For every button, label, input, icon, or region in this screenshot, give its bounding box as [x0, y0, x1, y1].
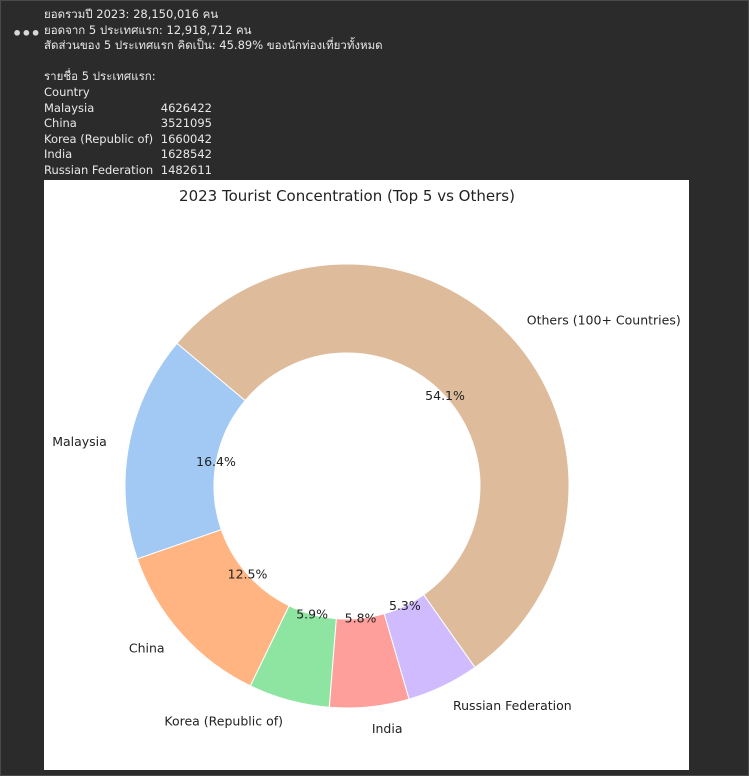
country-name: India	[44, 147, 73, 162]
slice-label-malaysia: Malaysia	[52, 434, 107, 449]
chart-title: 2023 Tourist Concentration (Top 5 vs Oth…	[179, 187, 515, 205]
table-row: Malaysia 4626422	[44, 101, 684, 117]
table-row: China 3521095	[44, 116, 684, 132]
tourist-count: 1660042	[160, 131, 212, 146]
country-name: Korea (Republic of)	[44, 131, 154, 146]
percent-label-others-100-countries: 54.1%	[425, 388, 465, 403]
more-options-icon[interactable]: •••	[12, 24, 41, 43]
chart-figure: 2023 Tourist Concentration (Top 5 vs Oth…	[44, 180, 689, 770]
tourist-count: 1628542	[160, 147, 212, 162]
tourist-count: 4626422	[160, 100, 212, 115]
tourist-count: 3521095	[160, 116, 212, 131]
summary-line-total: ยอดรวมปี 2023: 28,150,016 คน	[44, 7, 219, 21]
table-header: Country	[44, 84, 90, 99]
top5-heading: รายชื่อ 5 ประเทศแรก:	[44, 69, 156, 84]
slice-label-china: China	[129, 640, 165, 655]
country-name: Malaysia	[44, 100, 95, 115]
percent-label-china: 12.5%	[228, 567, 268, 582]
table-row: Russian Federation 1482611	[44, 163, 684, 179]
summary-line-top5: ยอดจาก 5 ประเทศแรก: 12,918,712 คน	[44, 22, 252, 37]
summary-line-share: สัดส่วนของ 5 ประเทศแรก คิดเป็น: 45.89% ข…	[44, 38, 383, 53]
table-row: Korea (Republic of) 1660042	[44, 132, 684, 148]
country-name: China	[44, 116, 77, 131]
percent-label-russian-federation: 5.3%	[389, 598, 421, 613]
slice-others-100-countries	[176, 263, 570, 669]
cell-output-text: ยอดรวมปี 2023: 28,150,016 คน ยอดจาก 5 ปร…	[44, 7, 684, 179]
country-name: Russian Federation	[44, 162, 154, 177]
percent-label-malaysia: 16.4%	[196, 454, 236, 469]
donut-chart: 2023 Tourist Concentration (Top 5 vs Oth…	[52, 187, 681, 736]
slice-label-russian-federation: Russian Federation	[453, 698, 572, 713]
table-row: India 1628542	[44, 147, 684, 163]
tourist-count: 1482611	[160, 162, 212, 177]
slice-label-others-100-countries: Others (100+ Countries)	[527, 313, 681, 328]
percent-label-korea-republic-of: 5.9%	[296, 607, 328, 622]
slice-label-india: India	[372, 721, 403, 736]
slice-label-korea-republic-of: Korea (Republic of)	[164, 714, 283, 729]
percent-label-india: 5.8%	[345, 611, 377, 626]
